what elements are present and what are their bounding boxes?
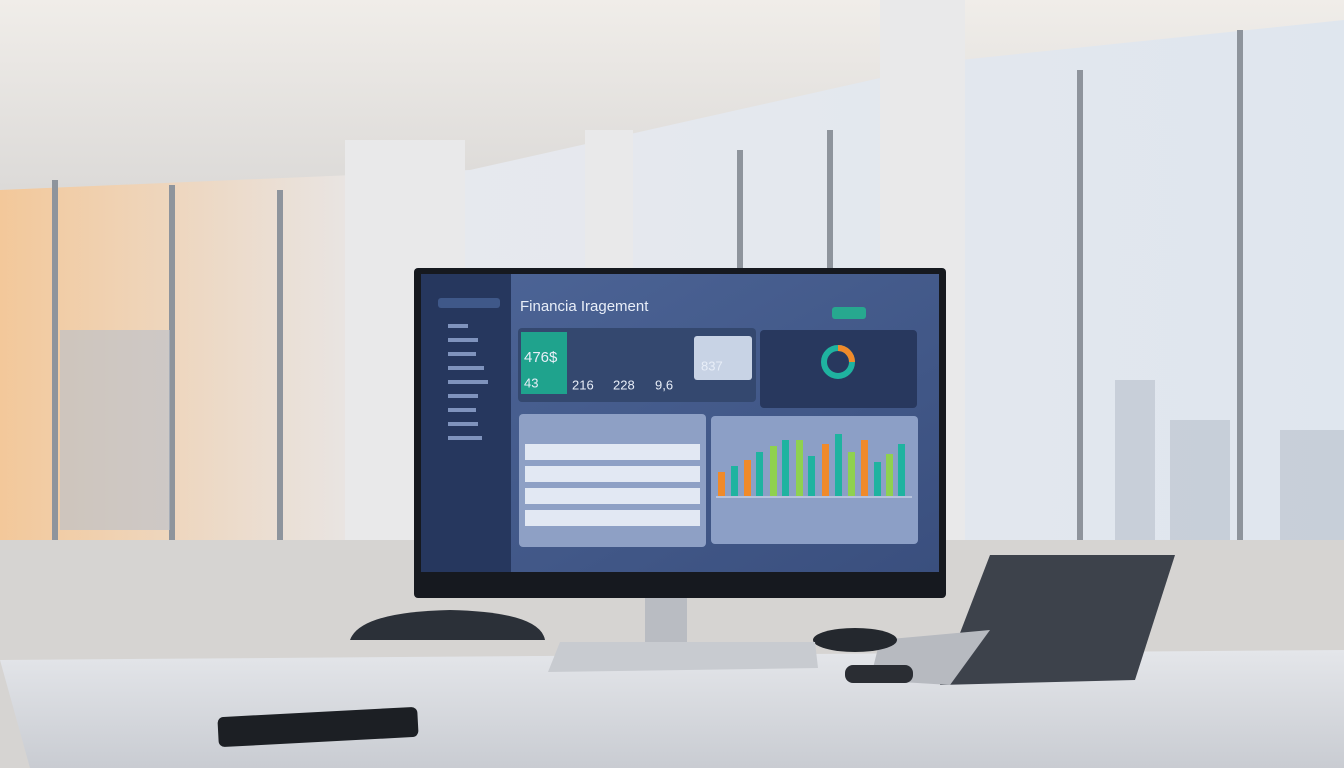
chair: [350, 610, 545, 640]
table-rows: [525, 444, 700, 526]
bars: [718, 434, 905, 496]
kpi-value: 43: [524, 375, 538, 390]
kpi-tile: [521, 332, 567, 394]
mouse: [813, 628, 897, 652]
button[interactable]: [832, 307, 866, 319]
window-frames: [52, 30, 1243, 640]
remote: [845, 665, 913, 683]
screen-title: Financia Iragement: [520, 298, 649, 315]
phone: [217, 707, 419, 747]
ceiling: [0, 0, 1344, 190]
donut-slice: [837, 345, 855, 363]
kpi-value: 9,6: [655, 377, 673, 392]
profile-card: [694, 336, 752, 380]
kpi-value: 837: [701, 358, 723, 373]
kpi-value: 228: [613, 377, 635, 392]
summary-panel: [760, 330, 917, 408]
monitor-base: [548, 642, 818, 672]
kpi-value: 476$: [524, 349, 558, 366]
monitor-stand: [645, 595, 687, 645]
laptop: [940, 555, 1175, 685]
sidebar-items: [438, 298, 500, 440]
kpi-value: 216: [572, 377, 594, 392]
